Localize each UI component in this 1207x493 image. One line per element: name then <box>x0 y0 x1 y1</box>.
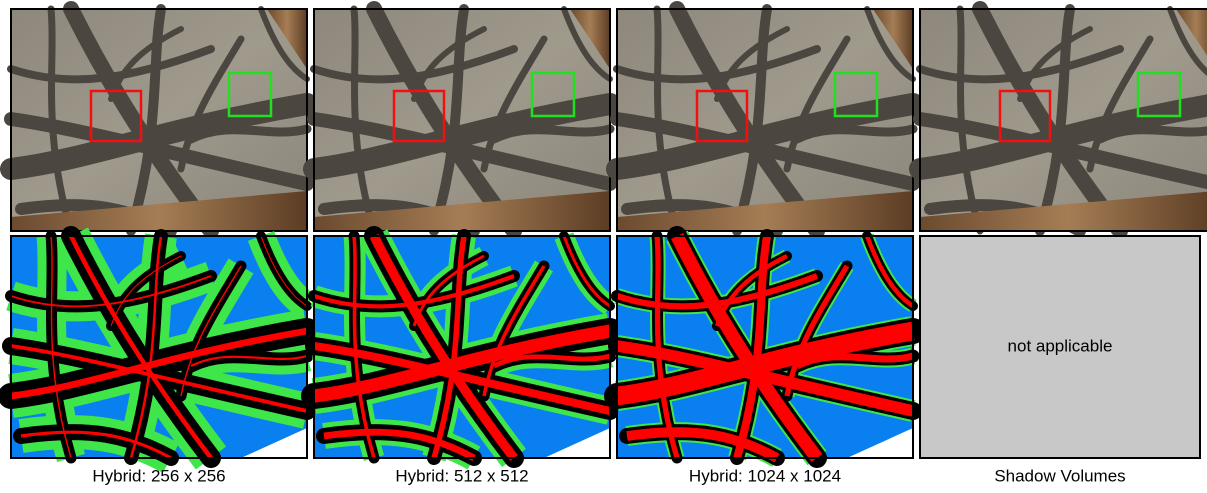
render-panel <box>920 9 1207 231</box>
render-panel <box>617 9 913 231</box>
classification-panel <box>617 236 913 458</box>
render-panel <box>314 9 610 231</box>
classification-panel <box>11 236 307 458</box>
classification-panel: not applicable <box>920 236 1200 458</box>
page: Hybrid: 256 x 256 Hybrid: 512 x 512 Hybrid… <box>0 0 1207 493</box>
classification-panel <box>314 236 610 458</box>
caption: Hybrid: 1024 x 1024 <box>689 466 841 485</box>
render-panel <box>11 9 307 231</box>
caption: Hybrid: 512 x 512 <box>395 466 528 485</box>
caption: Shadow Volumes <box>994 466 1125 485</box>
figure: Hybrid: 256 x 256 Hybrid: 512 x 512 Hybrid… <box>0 0 1207 488</box>
caption: Hybrid: 256 x 256 <box>92 466 225 485</box>
panel-note: not applicable <box>1008 336 1113 355</box>
